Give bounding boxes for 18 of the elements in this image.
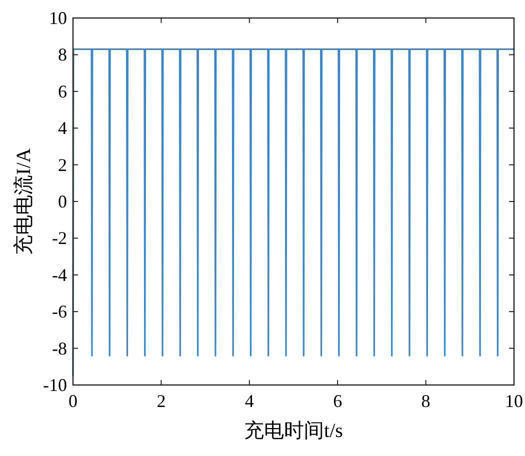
y-axis-title: 充电电流I/A (13, 148, 35, 255)
y-tick-label: 10 (49, 8, 67, 28)
x-axis-title: 充电时间t/s (244, 420, 344, 442)
x-tick-label: 2 (156, 391, 166, 411)
y-tick-label: 8 (58, 44, 67, 65)
x-tick-label: 4 (244, 391, 254, 411)
y-tick-label: -10 (43, 375, 67, 395)
x-tick-label: 6 (333, 391, 342, 411)
y-tick-label: 6 (58, 81, 67, 102)
x-tick-label: 10 (505, 391, 523, 411)
y-tick-label: -6 (52, 302, 67, 322)
x-tick-label: 8 (421, 391, 430, 411)
y-tick-label: -8 (52, 338, 67, 358)
y-tick-label: 2 (58, 154, 67, 175)
y-tick-label: 4 (58, 118, 67, 138)
y-tick-label: -4 (52, 264, 67, 285)
y-tick-label: -2 (52, 228, 67, 248)
y-tick-label: 0 (58, 192, 67, 212)
